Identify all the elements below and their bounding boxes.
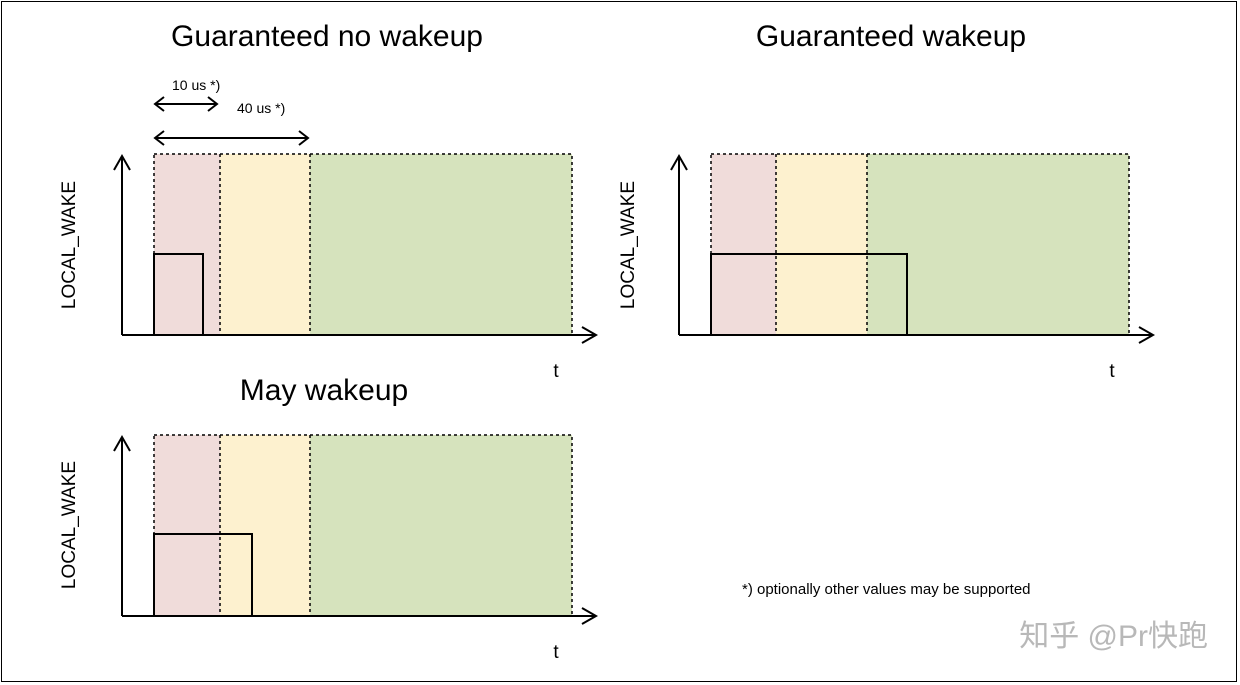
y-axis-label: LOCAL_WAKE [618,181,639,309]
panel-title: Guaranteed wakeup [756,20,1026,53]
panel-guaranteed-wakeup: Guaranteed wakeup LOCAL_WAKE t [618,20,1156,382]
zone-wake [310,154,572,335]
x-axis-arrowhead [581,326,599,344]
x-axis-arrowhead [1138,326,1156,344]
zone-may-wake [220,435,310,616]
panel-may-wakeup: May wakeup LOCAL_WAKE t [59,374,599,663]
zone-wake [867,154,1129,335]
dimension-arrowhead-right [298,130,310,146]
wake-pulse [710,253,908,335]
zone-may-wake [220,154,310,335]
zone-no-wake [154,435,220,616]
y-axis-arrowhead [113,434,131,452]
dimension-label-40us: 40 us *) [237,100,285,116]
footnote: *) optionally other values may be suppor… [742,581,1031,598]
x-axis-label: t [553,361,559,382]
y-axis-label: LOCAL_WAKE [59,461,80,589]
zone-no-wake [154,154,220,335]
dimension-arrowhead-right [207,96,219,112]
watermark: 知乎 @Pr快跑 [1019,620,1208,653]
zone-may-wake [776,154,867,335]
wake-pulse [153,253,204,335]
panel-no-wakeup: Guaranteed no wakeup LOCAL_WAKE t 10 us … [59,20,599,382]
panel-title: Guaranteed no wakeup [171,20,483,53]
dimension-label-10us: 10 us *) [172,77,220,93]
x-axis-label: t [1109,361,1115,382]
dimension-arrowhead-left [153,96,165,112]
zone-wake [310,435,572,616]
wake-pulse [153,533,253,616]
dimension-arrowhead-left [153,130,165,146]
zone-no-wake [711,154,776,335]
x-axis-arrowhead [581,607,599,625]
y-axis-label: LOCAL_WAKE [59,181,80,309]
y-axis-arrowhead [670,153,688,171]
x-axis-label: t [553,642,559,663]
y-axis-arrowhead [113,153,131,171]
panel-title: May wakeup [240,374,408,407]
